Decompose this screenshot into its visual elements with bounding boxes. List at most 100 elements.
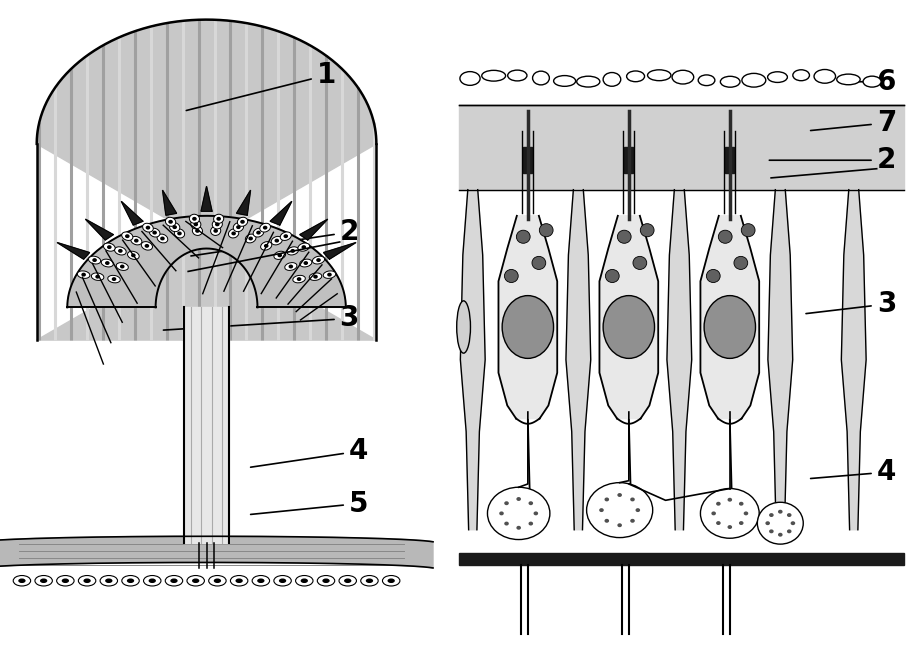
Ellipse shape xyxy=(323,271,336,279)
Ellipse shape xyxy=(193,226,203,235)
Ellipse shape xyxy=(516,526,521,530)
Ellipse shape xyxy=(757,502,803,544)
Ellipse shape xyxy=(744,511,748,515)
Ellipse shape xyxy=(107,275,120,283)
Text: 7: 7 xyxy=(811,109,896,137)
Ellipse shape xyxy=(287,247,298,255)
Ellipse shape xyxy=(122,576,140,586)
Ellipse shape xyxy=(631,498,635,502)
Ellipse shape xyxy=(739,521,744,525)
Ellipse shape xyxy=(787,529,791,533)
Polygon shape xyxy=(666,190,692,530)
Polygon shape xyxy=(725,147,734,173)
Ellipse shape xyxy=(706,269,720,283)
Ellipse shape xyxy=(192,217,196,221)
Ellipse shape xyxy=(456,301,471,353)
Ellipse shape xyxy=(727,498,732,502)
Text: 6: 6 xyxy=(856,68,896,95)
Ellipse shape xyxy=(157,234,168,243)
Ellipse shape xyxy=(814,69,835,83)
Ellipse shape xyxy=(57,576,74,586)
Ellipse shape xyxy=(165,576,183,586)
Ellipse shape xyxy=(127,578,134,583)
Text: 4: 4 xyxy=(811,458,896,486)
Ellipse shape xyxy=(115,247,126,255)
Ellipse shape xyxy=(304,261,308,265)
Ellipse shape xyxy=(261,241,272,250)
Ellipse shape xyxy=(769,513,774,517)
Ellipse shape xyxy=(633,256,646,269)
Ellipse shape xyxy=(78,576,95,586)
Ellipse shape xyxy=(88,256,101,264)
Ellipse shape xyxy=(285,263,297,270)
Ellipse shape xyxy=(863,76,881,87)
Ellipse shape xyxy=(210,226,220,235)
Ellipse shape xyxy=(122,232,133,241)
Ellipse shape xyxy=(284,234,288,238)
Ellipse shape xyxy=(101,259,114,267)
Polygon shape xyxy=(841,190,866,530)
Ellipse shape xyxy=(742,73,766,87)
Ellipse shape xyxy=(192,578,199,583)
Ellipse shape xyxy=(327,273,331,277)
Ellipse shape xyxy=(699,75,715,86)
Ellipse shape xyxy=(100,576,118,586)
Ellipse shape xyxy=(361,576,378,586)
Text: 1: 1 xyxy=(186,61,336,111)
Ellipse shape xyxy=(508,70,527,81)
Ellipse shape xyxy=(293,275,306,283)
Ellipse shape xyxy=(249,237,253,241)
Polygon shape xyxy=(323,243,356,259)
Ellipse shape xyxy=(618,523,622,527)
Polygon shape xyxy=(700,216,759,419)
Ellipse shape xyxy=(187,576,205,586)
Ellipse shape xyxy=(263,226,267,230)
Ellipse shape xyxy=(152,231,157,235)
Ellipse shape xyxy=(213,229,218,233)
Ellipse shape xyxy=(387,578,395,583)
Ellipse shape xyxy=(174,229,185,238)
Polygon shape xyxy=(624,147,633,173)
Polygon shape xyxy=(599,216,658,419)
Ellipse shape xyxy=(516,230,530,243)
Ellipse shape xyxy=(277,253,282,257)
Ellipse shape xyxy=(460,72,480,85)
Polygon shape xyxy=(85,219,113,240)
Ellipse shape xyxy=(168,220,173,224)
Ellipse shape xyxy=(189,215,199,224)
Ellipse shape xyxy=(603,296,655,358)
Ellipse shape xyxy=(146,226,151,230)
Ellipse shape xyxy=(290,249,295,253)
Ellipse shape xyxy=(741,224,755,237)
Ellipse shape xyxy=(260,223,271,232)
Polygon shape xyxy=(201,186,212,211)
Ellipse shape xyxy=(309,273,322,281)
Ellipse shape xyxy=(365,578,373,583)
Ellipse shape xyxy=(499,511,504,515)
Ellipse shape xyxy=(383,576,400,586)
Ellipse shape xyxy=(125,234,129,238)
Ellipse shape xyxy=(727,525,732,529)
Ellipse shape xyxy=(257,578,264,583)
Ellipse shape xyxy=(716,502,721,506)
Ellipse shape xyxy=(252,576,270,586)
Ellipse shape xyxy=(641,224,654,237)
Ellipse shape xyxy=(150,228,160,237)
Ellipse shape xyxy=(253,228,263,237)
Ellipse shape xyxy=(35,576,52,586)
Polygon shape xyxy=(459,13,904,641)
Ellipse shape xyxy=(532,256,545,269)
Polygon shape xyxy=(565,190,591,530)
Ellipse shape xyxy=(787,513,791,517)
Ellipse shape xyxy=(95,275,100,279)
Ellipse shape xyxy=(229,229,239,238)
Ellipse shape xyxy=(149,578,156,583)
Ellipse shape xyxy=(587,483,653,538)
Ellipse shape xyxy=(604,519,609,523)
Ellipse shape xyxy=(344,578,352,583)
Ellipse shape xyxy=(635,508,640,512)
Ellipse shape xyxy=(298,243,309,251)
Ellipse shape xyxy=(790,521,795,525)
Ellipse shape xyxy=(554,76,576,86)
Ellipse shape xyxy=(256,231,261,235)
